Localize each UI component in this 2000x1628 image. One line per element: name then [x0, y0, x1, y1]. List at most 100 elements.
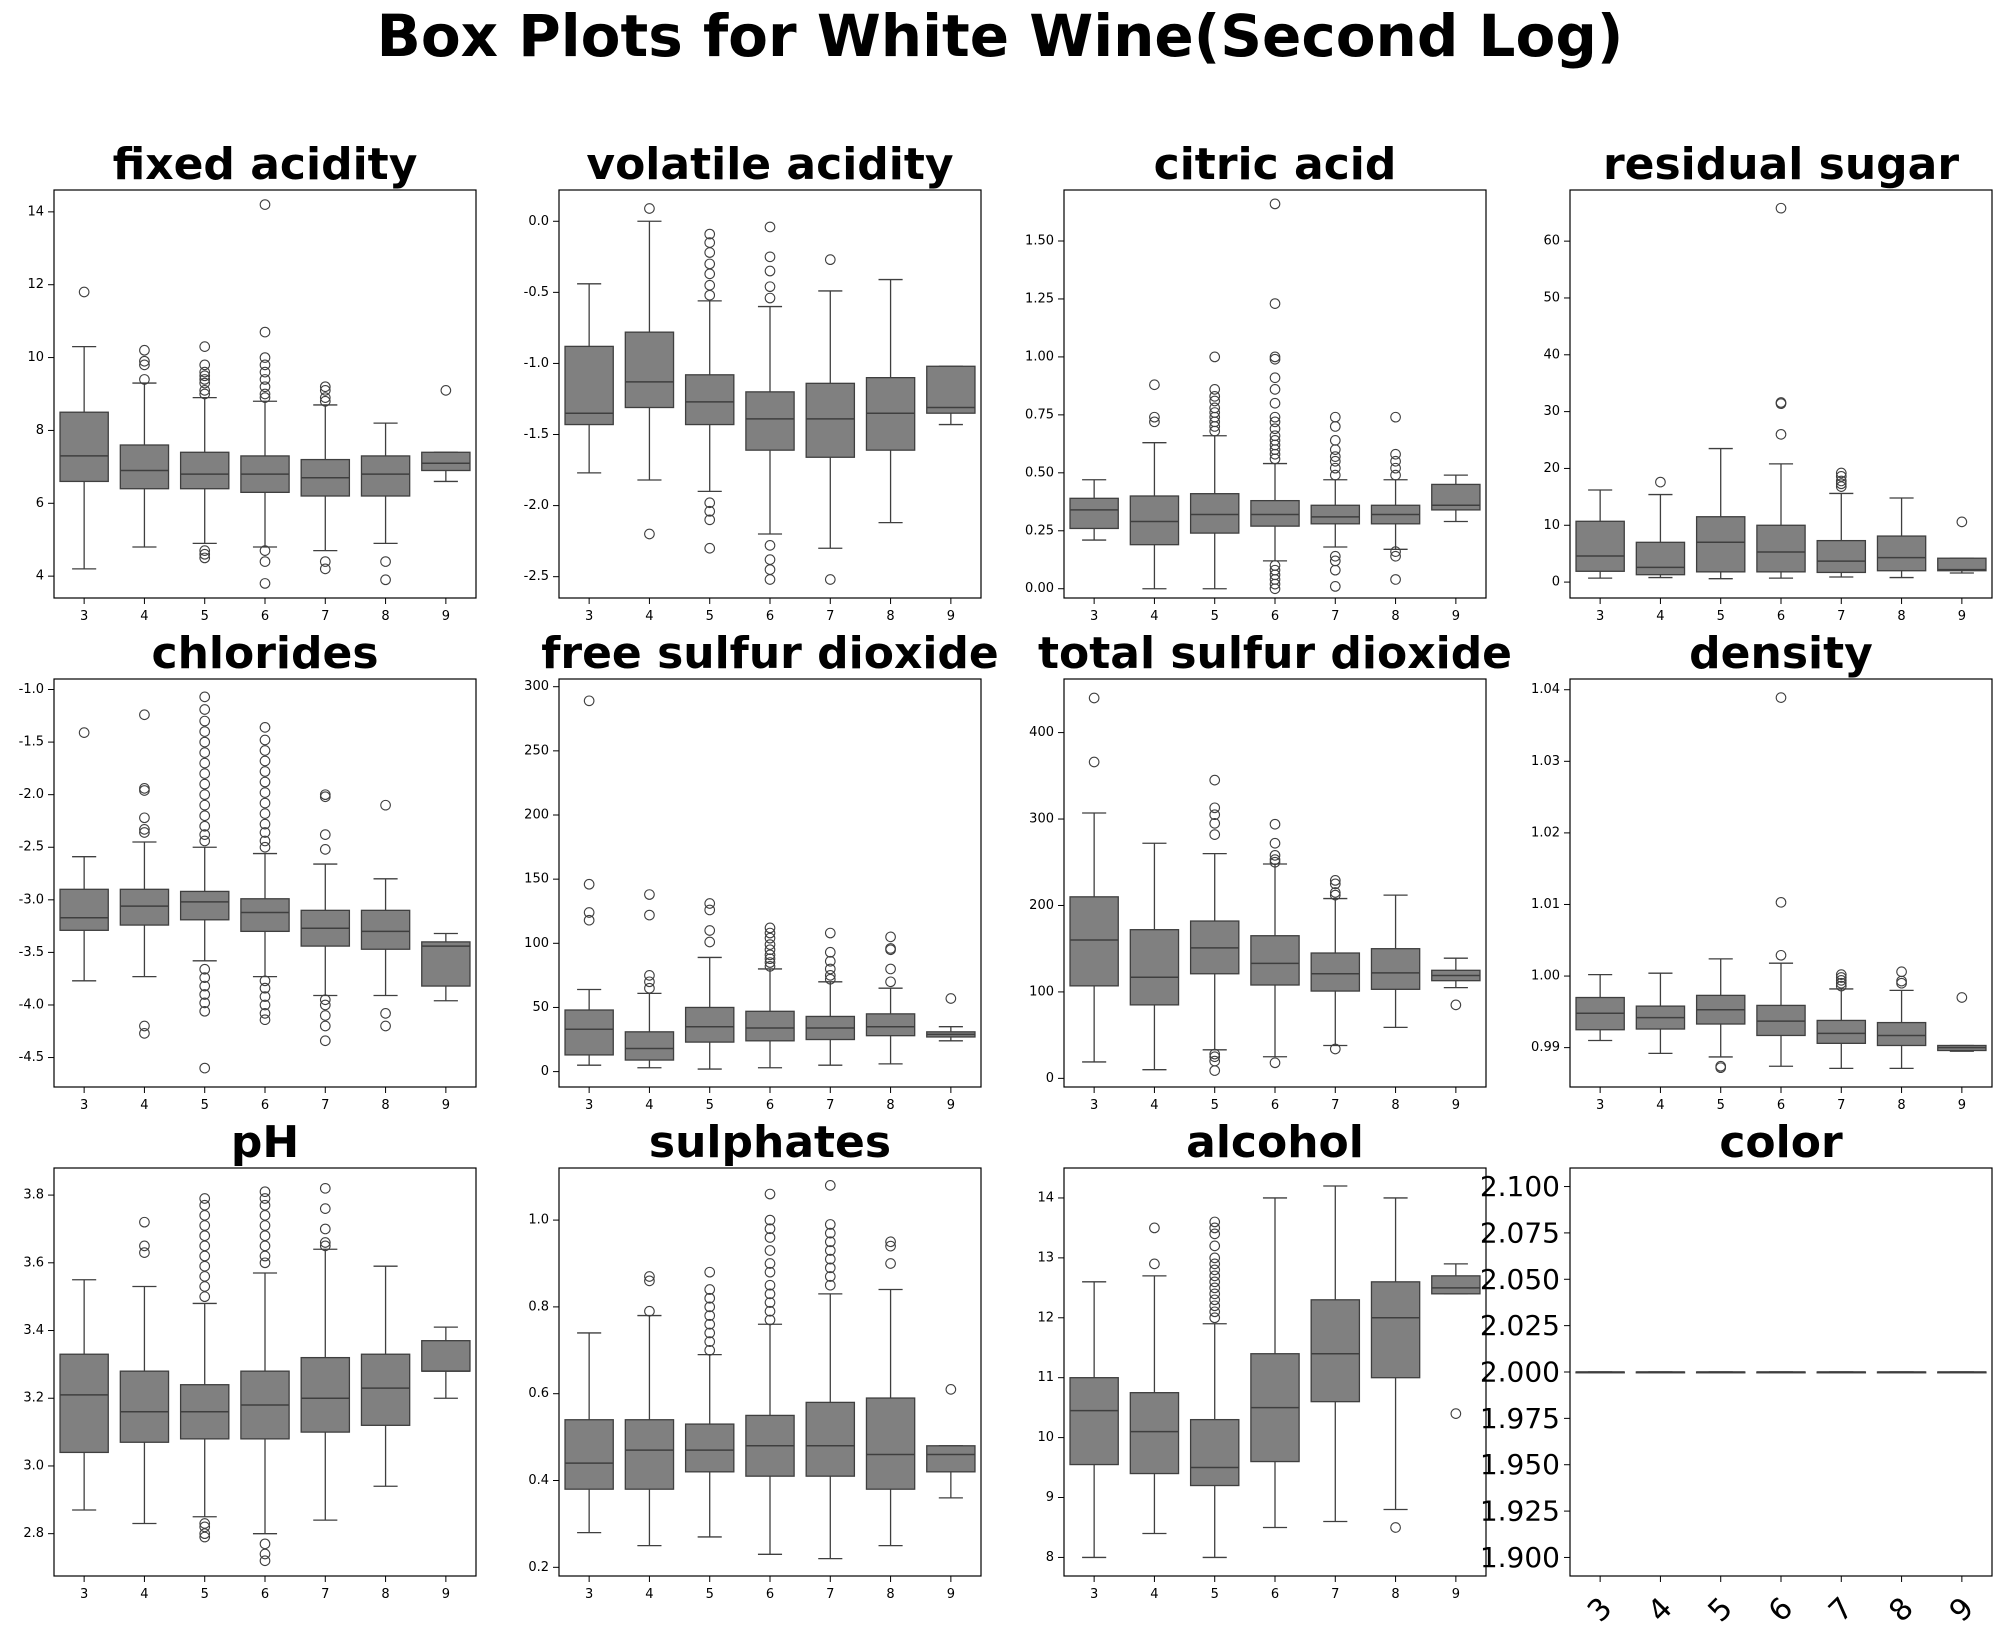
y-tick-label: 50	[1543, 290, 1560, 305]
outlier-point	[1149, 416, 1160, 428]
box-9	[421, 1326, 471, 1399]
subplot-title: color	[1719, 1117, 1843, 1168]
outlier-point	[78, 727, 90, 738]
iqr-box	[1695, 516, 1746, 573]
outlier-point	[259, 1240, 271, 1252]
outlier-point	[764, 251, 776, 263]
iqr-box	[240, 898, 290, 933]
outlier-point	[1209, 802, 1221, 814]
y-tick-label: 50	[532, 1000, 549, 1015]
box-8	[1876, 1371, 1927, 1374]
y-tick-label: 60	[1543, 234, 1560, 249]
outlier-point	[644, 528, 655, 540]
y-tick-label: 0	[1552, 575, 1560, 590]
y-tick-label: 300	[1029, 812, 1054, 827]
iqr-box	[1431, 1275, 1481, 1295]
box-4	[624, 203, 675, 540]
outlier-point	[824, 1271, 836, 1282]
outlier-point	[704, 904, 716, 916]
outlier-point	[1329, 455, 1341, 467]
outlier-point	[259, 359, 271, 371]
outlier-point	[704, 505, 716, 517]
outlier-point	[199, 1518, 211, 1529]
y-tick-label: 2.8	[23, 1526, 44, 1541]
outlier-point	[139, 824, 150, 835]
box-3	[1575, 489, 1625, 579]
iqr-box	[119, 1370, 170, 1443]
x-tick-label: 4	[645, 1587, 653, 1602]
outlier-point	[1209, 829, 1221, 840]
outlier-point	[199, 548, 211, 560]
subplot-title: density	[1689, 628, 1873, 679]
x-tick-label: 7	[321, 1587, 329, 1602]
subplot-title: sulphates	[649, 1117, 891, 1168]
outlier-point	[764, 957, 776, 968]
outlier-point	[199, 374, 211, 385]
y-tick-label: 1.950	[1480, 1448, 1560, 1481]
outlier-point	[1209, 1055, 1221, 1067]
outlier-point	[824, 1219, 836, 1230]
y-tick-label: 2.050	[1480, 1263, 1560, 1296]
outlier-point	[704, 279, 716, 291]
outlier-point	[1269, 818, 1281, 830]
x-tick-label: 3	[1090, 1587, 1098, 1602]
outlier-point	[704, 1284, 716, 1295]
outlier-point	[440, 385, 452, 396]
outlier-point	[1269, 1057, 1281, 1069]
outlier-point	[139, 1028, 150, 1039]
outlier-point	[139, 785, 150, 796]
outlier-point	[1269, 416, 1281, 428]
x-tick-label: 6	[1762, 1591, 1800, 1628]
y-tick-label: 1.50	[1025, 234, 1054, 249]
iqr-box	[421, 451, 471, 472]
box-7	[1310, 411, 1361, 592]
subplot-citric-acid: citric acid 0.00 0.25 0.50 0.75 1.00 1.25 1.50 3…	[1025, 139, 1487, 624]
box-6	[1756, 202, 1806, 579]
y-tick-label: -0.5	[524, 285, 549, 300]
outlier-point	[139, 783, 150, 794]
outlier-point	[259, 722, 271, 733]
box-3	[1069, 1281, 1119, 1559]
outlier-point	[1149, 1258, 1160, 1270]
outlier-point	[199, 820, 211, 832]
y-tick-label: 0	[1046, 1071, 1054, 1086]
box-3	[564, 1332, 614, 1534]
outlier-point	[704, 497, 716, 509]
outlier-point	[199, 1005, 211, 1017]
outlier-point	[704, 228, 716, 240]
x-tick-label: 6	[261, 1587, 269, 1602]
outlier-point	[704, 514, 716, 526]
outlier-point	[1269, 372, 1281, 384]
y-tick-label: 30	[1543, 404, 1560, 419]
outlier-point	[319, 556, 331, 567]
outlier-point	[199, 1270, 211, 1282]
x-tick-label: 9	[442, 1587, 450, 1602]
outlier-point	[1835, 471, 1847, 482]
outlier-point	[1209, 1065, 1221, 1076]
box-3	[59, 286, 109, 570]
y-tick-label: -1.0	[19, 682, 44, 697]
outlier-point	[199, 835, 211, 847]
outlier-point	[1329, 469, 1341, 481]
outlier-point	[319, 999, 331, 1011]
outlier-point	[1269, 856, 1281, 868]
x-tick-label: 7	[1331, 609, 1339, 624]
outlier-point	[1329, 451, 1341, 462]
outlier-point	[259, 545, 271, 556]
box-4	[1635, 1371, 1686, 1374]
iqr-box	[805, 1401, 856, 1477]
outlier-point	[644, 982, 655, 994]
x-tick-label: 3	[1596, 609, 1604, 624]
outlier-point	[1209, 351, 1221, 363]
y-tick-label: 6	[36, 496, 44, 511]
outlier-point	[319, 381, 331, 393]
box-8	[360, 422, 411, 586]
iqr-box	[564, 1419, 614, 1490]
outlier-point	[1209, 1048, 1221, 1060]
subplot-title: free sulfur dioxide	[541, 628, 999, 679]
outlier-point	[1149, 411, 1160, 423]
y-tick-label: -2.0	[524, 498, 549, 513]
outlier-point	[259, 578, 271, 589]
outlier-point	[319, 385, 331, 396]
outlier-point	[319, 392, 331, 403]
